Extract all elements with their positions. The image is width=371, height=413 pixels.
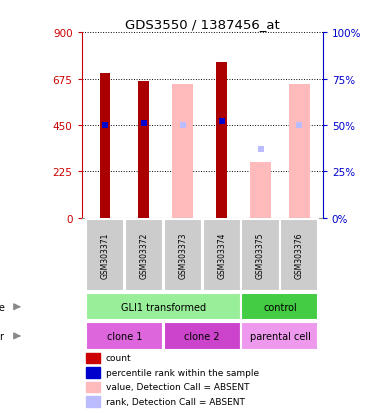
Bar	[86, 367, 100, 378]
Text: cell type: cell type	[0, 302, 4, 312]
Text: GSM303375: GSM303375	[256, 232, 265, 278]
Text: GSM303372: GSM303372	[139, 232, 148, 278]
Bar	[86, 353, 100, 363]
Bar	[164, 219, 202, 292]
Bar	[172, 85, 193, 218]
Text: GSM303371: GSM303371	[101, 232, 109, 278]
Bar	[86, 219, 124, 292]
Text: control: control	[263, 302, 297, 312]
Bar	[164, 323, 241, 350]
Text: rank, Detection Call = ABSENT: rank, Detection Call = ABSENT	[106, 397, 244, 406]
Bar	[289, 85, 310, 218]
Bar	[99, 74, 111, 218]
Text: clone 1: clone 1	[106, 331, 142, 341]
Bar	[242, 219, 280, 292]
Point	[296, 122, 302, 129]
Text: GSM303374: GSM303374	[217, 232, 226, 278]
Bar	[86, 293, 241, 320]
Text: parental cell: parental cell	[250, 331, 311, 341]
Bar	[86, 382, 100, 392]
Point	[219, 119, 224, 125]
Text: GLI1 transformed: GLI1 transformed	[121, 302, 206, 312]
Bar	[203, 219, 241, 292]
Text: count: count	[106, 354, 131, 363]
Bar	[216, 63, 227, 218]
Bar	[86, 396, 100, 407]
Point	[141, 121, 147, 127]
Bar	[280, 219, 318, 292]
Text: GSM303376: GSM303376	[295, 232, 304, 278]
Text: clone 2: clone 2	[184, 331, 220, 341]
Bar	[242, 323, 318, 350]
Title: GDS3550 / 1387456_at: GDS3550 / 1387456_at	[125, 17, 280, 31]
Bar	[242, 293, 318, 320]
Bar	[138, 81, 149, 218]
Text: value, Detection Call = ABSENT: value, Detection Call = ABSENT	[106, 382, 249, 392]
Point	[180, 122, 186, 129]
Bar	[125, 219, 163, 292]
Point	[102, 122, 108, 129]
Bar	[86, 323, 163, 350]
Text: other: other	[0, 331, 4, 341]
Point	[257, 147, 263, 153]
Bar	[250, 163, 271, 218]
Text: GSM303373: GSM303373	[178, 232, 187, 278]
Text: percentile rank within the sample: percentile rank within the sample	[106, 368, 259, 377]
